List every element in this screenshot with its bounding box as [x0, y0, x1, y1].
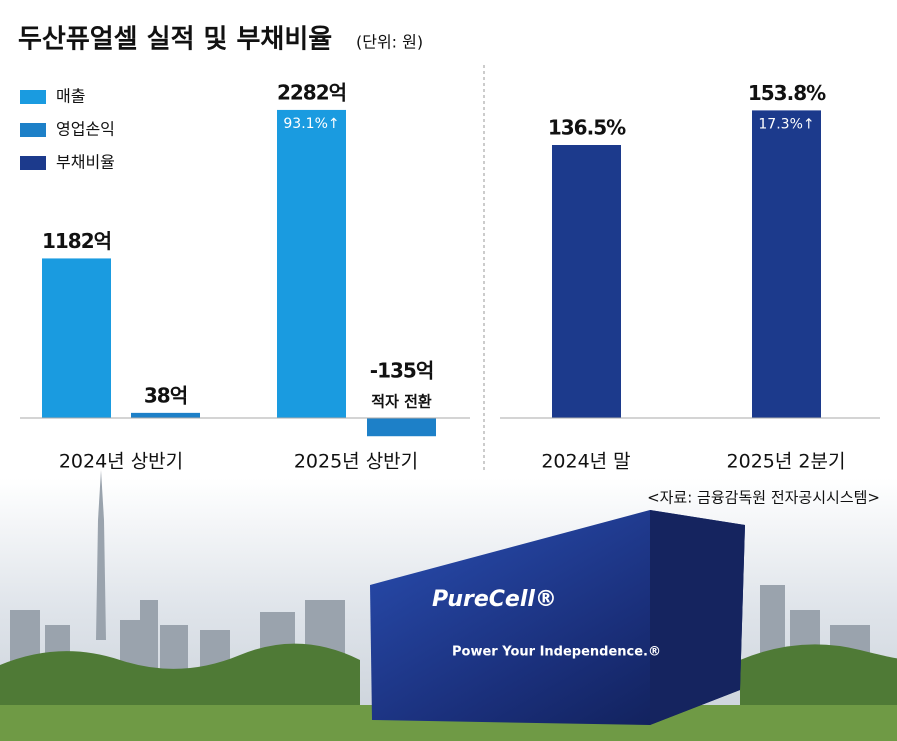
annotation: 17.3%↑ — [758, 116, 814, 132]
source: <자료: 금융감독원 전자공시시스템> — [647, 489, 880, 507]
value-label: 136.5% — [548, 116, 626, 140]
annotation: 93.1%↑ — [283, 116, 339, 132]
x-tick-label: 2025년 2분기 — [727, 451, 846, 473]
chart-title: 두산퓨얼셀 실적 및 부채비율 — [18, 25, 332, 55]
legend-swatch — [20, 123, 46, 137]
bar — [131, 412, 200, 418]
annotation: 적자 전환 — [371, 393, 432, 411]
value-label: 153.8% — [748, 81, 826, 105]
photo-slogan: Power Your Independence.® — [452, 645, 661, 660]
x-tick-label: 2024년 말 — [541, 451, 630, 473]
photo: PureCell® Power Your Independence.® — [0, 470, 897, 741]
x-tick-label: 2024년 상반기 — [59, 451, 183, 473]
bar — [367, 418, 436, 437]
x-tick-label: 2025년 상반기 — [294, 451, 418, 473]
value-label: 38억 — [144, 383, 187, 407]
bar — [552, 145, 621, 418]
legend-swatch — [20, 156, 46, 170]
bar — [277, 109, 346, 419]
bar — [42, 258, 111, 418]
legend-label: 매출 — [56, 87, 85, 106]
photo-brand: PureCell® — [432, 587, 557, 612]
value-label: -135억 — [370, 359, 433, 383]
value-label: 2282억 — [277, 80, 346, 104]
bar — [752, 110, 821, 419]
legend-swatch — [20, 90, 46, 104]
chart-subtitle: (단위: 원) — [356, 33, 423, 52]
legend-label: 부채비율 — [56, 153, 115, 172]
legend-label: 영업손익 — [56, 120, 115, 139]
unit-side — [650, 510, 745, 725]
value-label: 1182억 — [42, 229, 111, 253]
